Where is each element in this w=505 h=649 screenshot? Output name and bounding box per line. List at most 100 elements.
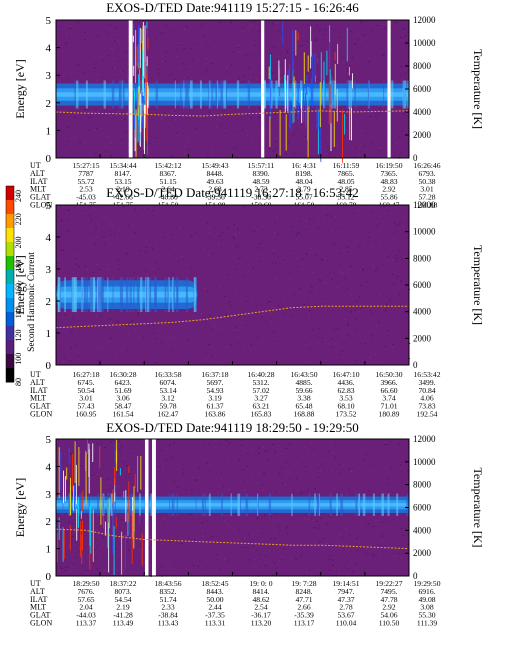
speckle (233, 224, 235, 226)
ephemeris-cell: 2.33 (161, 603, 174, 612)
noise-streak (102, 495, 104, 529)
striation (263, 80, 266, 109)
speckle (60, 220, 62, 221)
speckle (311, 272, 314, 274)
speckle (67, 141, 69, 142)
ephemeris-cell: 8367. (159, 169, 176, 178)
striation (324, 80, 326, 109)
speckle (205, 71, 207, 73)
speckle (332, 49, 335, 51)
speckle (293, 153, 295, 155)
speckle (171, 455, 173, 457)
noise-streak (328, 81, 330, 125)
speckle (402, 226, 405, 228)
speckle (95, 153, 97, 155)
speckle (118, 42, 120, 44)
speckle (354, 125, 356, 127)
speckle (89, 266, 91, 268)
striation (200, 80, 202, 109)
speckle (367, 523, 370, 525)
speckle (278, 472, 281, 474)
speckle (91, 237, 93, 239)
speckle (390, 248, 392, 250)
speckle (282, 261, 285, 262)
speckle (372, 266, 374, 268)
speckle (169, 337, 171, 339)
speckle (209, 470, 211, 472)
speckle (391, 461, 393, 463)
ephemeris-cell: 2.54 (254, 603, 267, 612)
speckle (319, 280, 321, 282)
speckle (361, 37, 363, 39)
speckle (235, 513, 237, 515)
speckle (324, 33, 326, 35)
ephemeris-cell: 19:29:50 (413, 579, 440, 588)
speckle (162, 466, 164, 467)
speckle (163, 518, 165, 519)
ephemeris-cell: 55.86 (380, 193, 397, 202)
ephemeris-cell: 3.53 (339, 394, 352, 403)
striation (268, 493, 272, 516)
speckle (94, 243, 96, 245)
speckle (157, 268, 159, 270)
ephemeris-cell: 113.20 (251, 619, 272, 628)
noise-streak (289, 101, 291, 128)
speckle (119, 331, 122, 333)
speckle (169, 564, 171, 566)
noise-streak (284, 74, 285, 91)
speckle (320, 485, 322, 487)
noise-streak (326, 50, 328, 76)
noise-streak (66, 467, 68, 480)
speckle (148, 125, 150, 127)
speckle (398, 443, 400, 445)
y-tick-label: 1 (46, 125, 52, 137)
speckle (219, 235, 221, 237)
speckle (215, 361, 217, 363)
ephemeris-cell: 163.86 (205, 410, 226, 419)
speckle (235, 329, 237, 330)
speckle (222, 537, 224, 539)
speckle (234, 233, 236, 235)
speckle (380, 150, 383, 151)
speckle (293, 134, 295, 136)
speckle (72, 517, 74, 519)
speckle (223, 486, 225, 488)
speckle (394, 239, 396, 241)
speckle (256, 519, 258, 521)
speckle (355, 43, 357, 45)
speckle (206, 339, 208, 341)
noise-streak (80, 521, 82, 557)
striation (355, 493, 358, 516)
speckle (77, 21, 80, 23)
speckle (400, 280, 402, 282)
speckle (187, 77, 189, 79)
speckle (71, 332, 73, 334)
speckle (275, 239, 277, 241)
speckle (388, 526, 390, 528)
speckle (110, 142, 112, 144)
speckle (299, 287, 301, 289)
ephemeris-cell: -40.80 (158, 193, 178, 202)
speckle (277, 283, 279, 285)
speckle (387, 210, 389, 212)
speckle (393, 559, 395, 561)
noise-streak (136, 110, 138, 144)
noise-streak (73, 485, 75, 511)
speckle (109, 482, 112, 483)
speckle (269, 148, 271, 150)
speckle (191, 56, 193, 58)
speckle (406, 261, 408, 263)
striation (139, 493, 141, 516)
striation (81, 277, 83, 312)
speckle (61, 312, 63, 314)
speckle (134, 574, 136, 576)
speckle (72, 564, 74, 566)
speckle (89, 215, 91, 217)
speckle (113, 461, 115, 463)
striation (215, 80, 218, 109)
speckle (286, 527, 288, 529)
speckle (237, 329, 239, 331)
speckle (100, 207, 103, 209)
speckle (134, 467, 136, 469)
speckle (369, 490, 371, 492)
